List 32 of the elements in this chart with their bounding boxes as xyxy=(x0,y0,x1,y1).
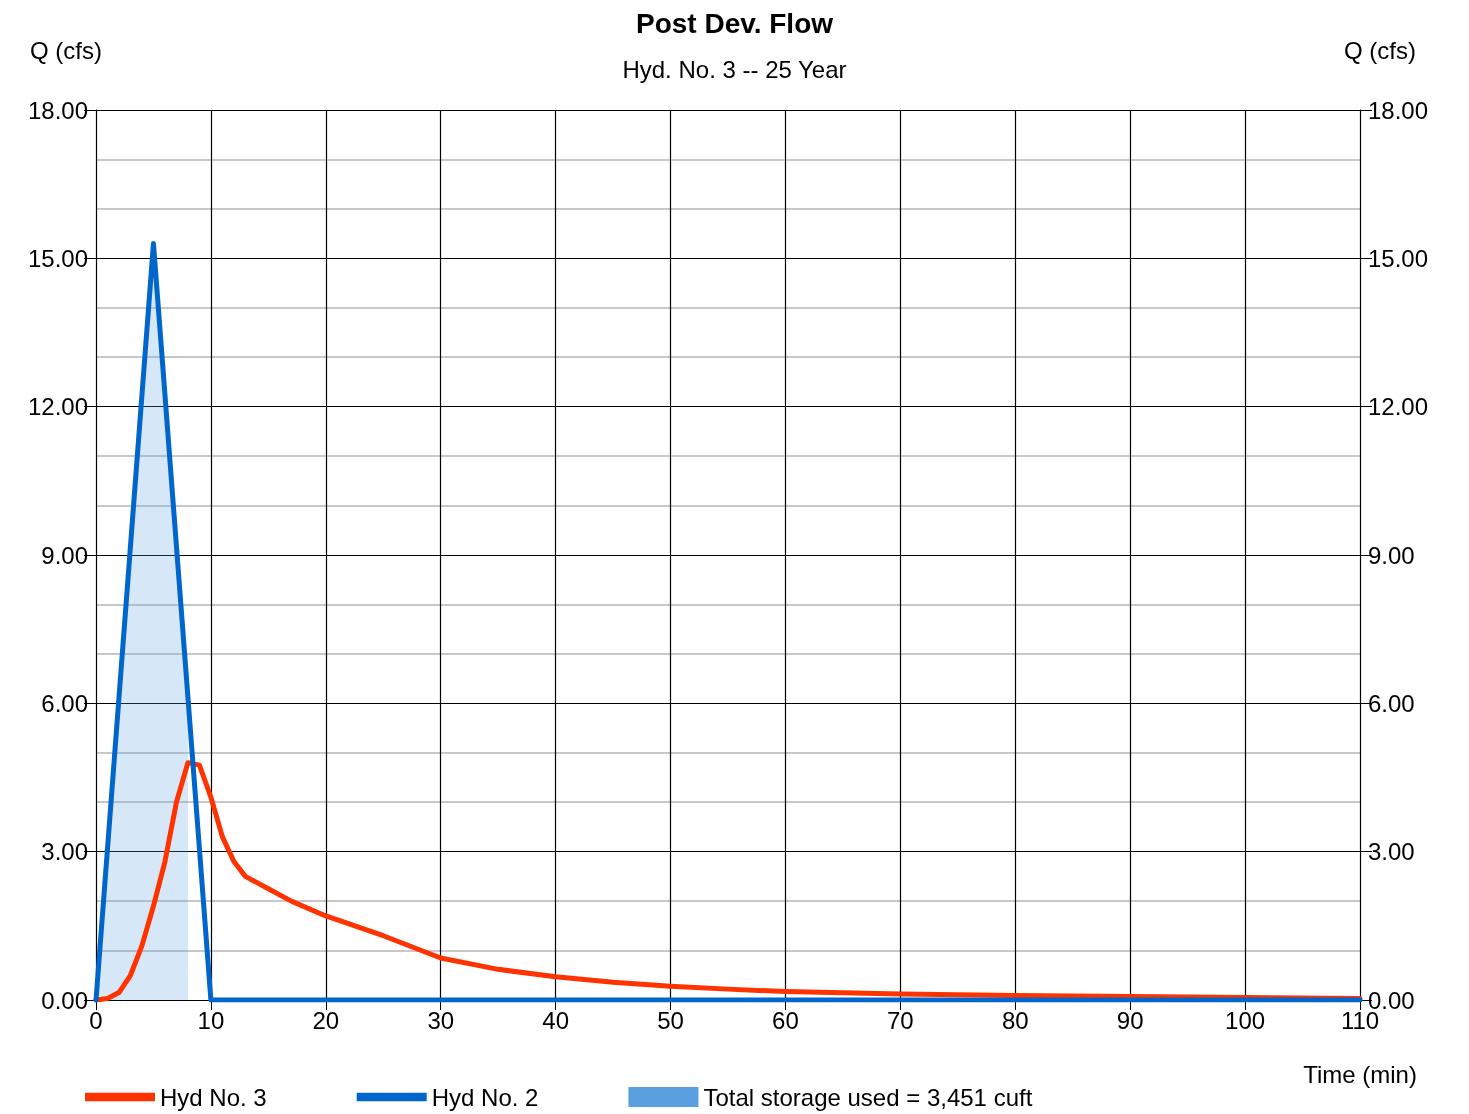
y2-tick-label: 3.00 xyxy=(1368,838,1415,866)
y2-tick-label: 18.00 xyxy=(1368,96,1429,124)
y-tick-label: 6.00 xyxy=(41,689,88,717)
x-tick-label: 60 xyxy=(772,1006,799,1034)
x-tick-label: 40 xyxy=(542,1006,569,1034)
chart-subtitle: Hyd. No. 3 -- 25 Year xyxy=(622,55,847,83)
x-tick-label: 100 xyxy=(1225,1006,1266,1034)
x-tick-label: 50 xyxy=(657,1006,684,1034)
y2-tick-label: 9.00 xyxy=(1368,541,1415,569)
legend-label: Hyd No. 3 xyxy=(160,1083,267,1111)
y2-tick-label: 15.00 xyxy=(1368,244,1429,272)
x-tick-label: 0 xyxy=(89,1006,103,1034)
y-tick-label: 15.00 xyxy=(27,244,88,272)
legend-label: Total storage used = 3,451 cuft xyxy=(703,1083,1033,1111)
y-axis-title: Q (cfs) xyxy=(30,36,102,64)
y-tick-label: 12.00 xyxy=(27,393,88,421)
x-tick-label: 90 xyxy=(1116,1006,1144,1034)
x-tick-label: 20 xyxy=(312,1006,340,1034)
chart-title: Post Dev. Flow xyxy=(635,7,834,39)
y-tick-label: 18.00 xyxy=(27,96,88,124)
y2-tick-label: 6.00 xyxy=(1368,689,1415,717)
legend-label: Hyd No. 2 xyxy=(431,1083,539,1111)
x-tick-label: 80 xyxy=(1001,1006,1029,1034)
x-tick-label: 30 xyxy=(427,1006,455,1034)
x-axis-title: Time (min) xyxy=(1303,1060,1417,1088)
y-tick-label: 3.00 xyxy=(41,838,88,866)
x-tick-label: 10 xyxy=(197,1006,225,1034)
y2-axis-title: Q (cfs) xyxy=(1344,36,1416,64)
x-tick-label: 70 xyxy=(887,1006,914,1034)
y2-tick-label: 12.00 xyxy=(1368,393,1429,421)
y-tick-label: 0.00 xyxy=(41,986,88,1014)
y-tick-label: 9.00 xyxy=(41,541,88,569)
